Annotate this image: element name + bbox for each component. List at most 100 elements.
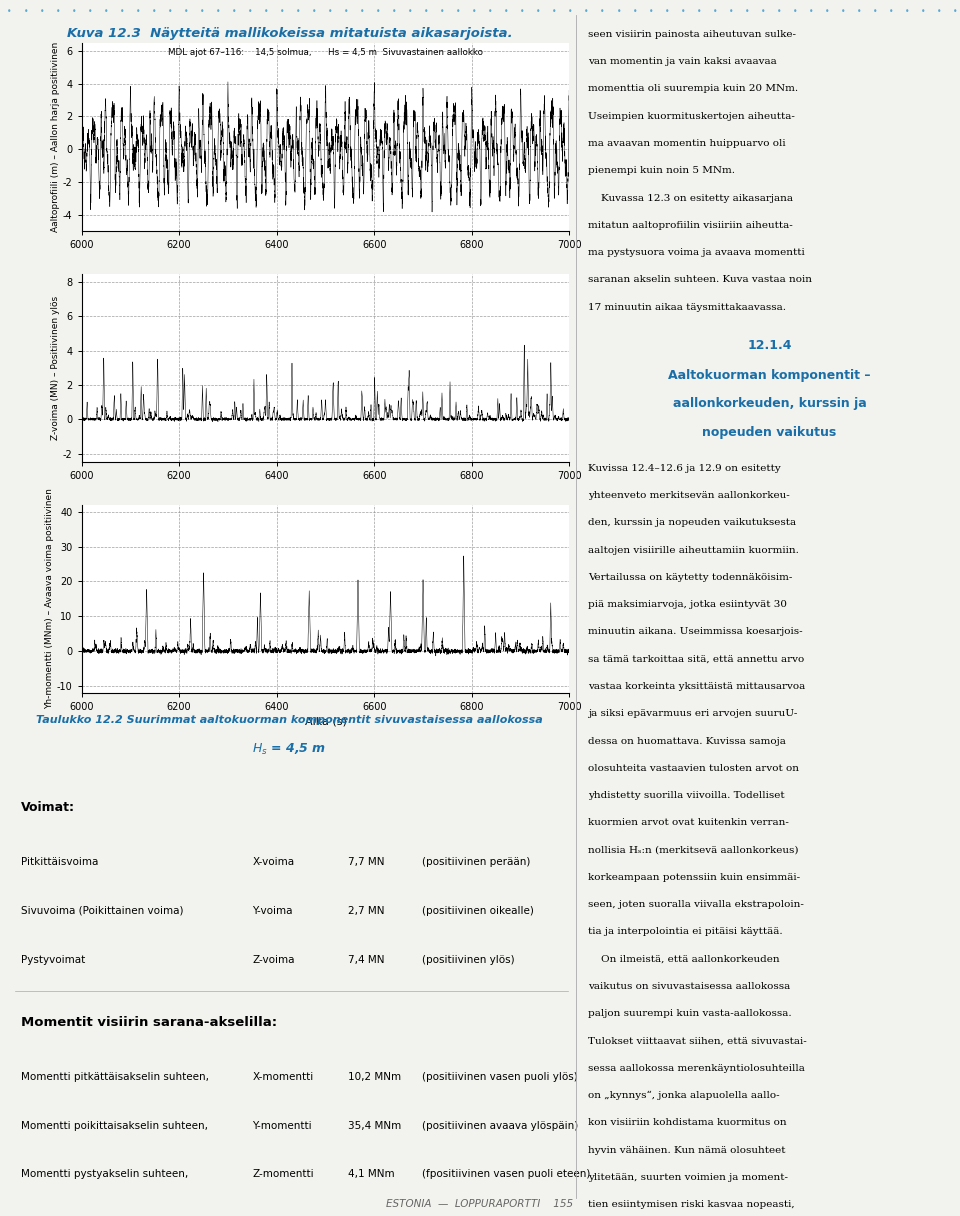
Text: •: • [71,7,76,16]
Text: •: • [921,7,925,16]
Text: olosuhteita vastaavien tulosten arvot on: olosuhteita vastaavien tulosten arvot on [588,764,800,773]
Text: Kuvissa 12.4–12.6 ja 12.9 on esitetty: Kuvissa 12.4–12.6 ja 12.9 on esitetty [588,463,781,473]
Text: •: • [264,7,268,16]
Text: (positiivinen oikealle): (positiivinen oikealle) [421,906,534,916]
Text: •: • [600,7,605,16]
Text: $H_s$ = 4,5 m: $H_s$ = 4,5 m [252,742,326,756]
Text: •: • [392,7,396,16]
Text: 10,2 MNm: 10,2 MNm [348,1071,401,1081]
Text: •: • [200,7,204,16]
Text: on „kynnys“, jonka alapuolella aallo-: on „kynnys“, jonka alapuolella aallo- [588,1091,780,1100]
Text: ma avaavan momentin huippuarvo oli: ma avaavan momentin huippuarvo oli [588,139,786,148]
Text: •: • [745,7,749,16]
Text: (positiivinen avaava ylöspäin): (positiivinen avaava ylöspäin) [421,1121,578,1131]
Text: Kuvassa 12.3 on esitetty aikasarjana: Kuvassa 12.3 on esitetty aikasarjana [588,193,793,203]
Text: •: • [793,7,797,16]
Text: Y-momentti: Y-momentti [252,1121,312,1131]
Text: Tulokset viittaavat siihen, että sivuvastai-: Tulokset viittaavat siihen, että sivuvas… [588,1036,807,1046]
Text: ja siksi epävarmuus eri arvojen suuruU-: ja siksi epävarmuus eri arvojen suuruU- [588,709,798,719]
Text: vaikutus on sivuvastaisessa aallokossa: vaikutus on sivuvastaisessa aallokossa [588,983,791,991]
Text: •: • [889,7,894,16]
Text: Momentti pystyakselin suhteen,: Momentti pystyakselin suhteen, [21,1170,188,1180]
Text: MDL ajot 67–116:    14,5 solmua,      Hs = 4,5 m  Sivuvastainen aallokko: MDL ajot 67–116: 14,5 solmua, Hs = 4,5 m… [168,49,483,57]
Text: •: • [504,7,509,16]
Text: piä maksimiarvoja, jotka esiintyvät 30: piä maksimiarvoja, jotka esiintyvät 30 [588,601,787,609]
Text: Z-momentti: Z-momentti [252,1170,314,1180]
Text: •: • [712,7,717,16]
Text: •: • [279,7,284,16]
Text: seen visiirin painosta aiheutuvan sulke-: seen visiirin painosta aiheutuvan sulke- [588,30,797,39]
Text: •: • [552,7,557,16]
Text: nopeuden vaikutus: nopeuden vaikutus [703,426,836,439]
Text: dessa on huomattava. Kuvissa samoja: dessa on huomattava. Kuvissa samoja [588,737,786,745]
Text: 4,1 MNm: 4,1 MNm [348,1170,395,1180]
Text: Z-voima: Z-voima [252,955,295,964]
Text: •: • [87,7,92,16]
Text: •: • [808,7,813,16]
Y-axis label: Aaltoprofiili (m) – Aallon harja positiivinen: Aaltoprofiili (m) – Aallon harja positii… [51,41,60,232]
Text: •: • [729,7,733,16]
Text: seen, joten suoralla viivalla ekstrapoloin-: seen, joten suoralla viivalla ekstrapolo… [588,900,804,910]
Text: nollisia Hₛ:n (merkitsevä aallonkorkeus): nollisia Hₛ:n (merkitsevä aallonkorkeus) [588,845,799,855]
Text: tia ja interpolointia ei pitäisi käyttää.: tia ja interpolointia ei pitäisi käyttää… [588,928,783,936]
Text: Momentti poikittaisakselin suhteen,: Momentti poikittaisakselin suhteen, [21,1121,208,1131]
Text: •: • [23,7,28,16]
Text: saranan akselin suhteen. Kuva vastaa noin: saranan akselin suhteen. Kuva vastaa noi… [588,275,812,285]
Text: Kuva 12.3  Näytteitä mallikokeissa mitatuista aikasarjoista.: Kuva 12.3 Näytteitä mallikokeissa mitatu… [66,27,513,40]
Text: (positiivinen perään): (positiivinen perään) [421,857,530,867]
Text: •: • [681,7,685,16]
Text: van momentin ja vain kaksi avaavaa: van momentin ja vain kaksi avaavaa [588,57,777,66]
Text: yhteenveto merkitsevän aallonkorkeu-: yhteenveto merkitsevän aallonkorkeu- [588,491,790,500]
Text: 2,7 MN: 2,7 MN [348,906,385,916]
Text: •: • [312,7,317,16]
Text: Momentti pitkättäisakselin suhteen,: Momentti pitkättäisakselin suhteen, [21,1071,209,1081]
Text: •: • [344,7,348,16]
Text: •: • [440,7,444,16]
Text: •: • [104,7,108,16]
Text: •: • [216,7,220,16]
Text: yhdistetty suorilla viivoilla. Todelliset: yhdistetty suorilla viivoilla. Todellise… [588,792,785,800]
Text: •: • [856,7,861,16]
Text: •: • [328,7,332,16]
Y-axis label: Yh-momentti (MNm) – Avaava voima positiivinen: Yh-momentti (MNm) – Avaava voima positii… [45,489,54,709]
Text: •: • [248,7,252,16]
Text: Sivuvoima (Poikittainen voima): Sivuvoima (Poikittainen voima) [21,906,183,916]
Text: •: • [664,7,669,16]
Text: X-momentti: X-momentti [252,1071,314,1081]
Text: ESTONIA  —  LOPPURAPORTTI    155: ESTONIA — LOPPURAPORTTI 155 [387,1199,573,1209]
Text: Pystyvoimat: Pystyvoimat [21,955,85,964]
Text: momenttia oli suurempia kuin 20 MNm.: momenttia oli suurempia kuin 20 MNm. [588,84,799,94]
Text: •: • [231,7,236,16]
Text: •: • [937,7,942,16]
Text: •: • [537,7,540,16]
Text: •: • [825,7,829,16]
Text: sessa aallokossa merenkäyntiolosuhteilla: sessa aallokossa merenkäyntiolosuhteilla [588,1064,805,1073]
Text: •: • [472,7,476,16]
Text: (positiivinen ylös): (positiivinen ylös) [421,955,515,964]
Text: •: • [456,7,461,16]
Text: paljon suurempi kuin vasta-aallokossa.: paljon suurempi kuin vasta-aallokossa. [588,1009,792,1018]
Text: •: • [585,7,588,16]
Text: •: • [489,7,492,16]
Text: •: • [120,7,124,16]
Text: •: • [56,7,60,16]
Text: aallonkorkeuden, kurssin ja: aallonkorkeuden, kurssin ja [673,398,866,411]
Text: ma pystysuora voima ja avaava momentti: ma pystysuora voima ja avaava momentti [588,248,805,257]
Text: •: • [568,7,573,16]
Text: •: • [408,7,413,16]
Text: •: • [873,7,877,16]
Y-axis label: Z-voima (MN) – Positiivinen ylös: Z-voima (MN) – Positiivinen ylös [51,295,60,440]
Text: minuutin aikana. Useimmissa koesarjois-: minuutin aikana. Useimmissa koesarjois- [588,627,803,636]
Text: •: • [296,7,300,16]
Text: •: • [697,7,701,16]
Text: •: • [905,7,909,16]
Text: ylitetään, suurten voimien ja moment-: ylitetään, suurten voimien ja moment- [588,1173,788,1182]
Text: •: • [616,7,621,16]
Text: •: • [777,7,781,16]
Text: Taulukko 12.2 Suurimmat aaltokuorman komponentit sivuvastaisessa aallokossa: Taulukko 12.2 Suurimmat aaltokuorman kom… [36,715,542,725]
Text: tien esiintymisen riski kasvaa nopeasti,: tien esiintymisen riski kasvaa nopeasti, [588,1200,795,1209]
Text: Y-voima: Y-voima [252,906,293,916]
Text: hyvin vähäinen. Kun nämä olosuhteet: hyvin vähäinen. Kun nämä olosuhteet [588,1145,786,1155]
Text: (positiivinen vasen puoli ylös): (positiivinen vasen puoli ylös) [421,1071,577,1081]
Text: aaltojen visiirille aiheuttamiin kuormiin.: aaltojen visiirille aiheuttamiin kuormii… [588,546,800,554]
